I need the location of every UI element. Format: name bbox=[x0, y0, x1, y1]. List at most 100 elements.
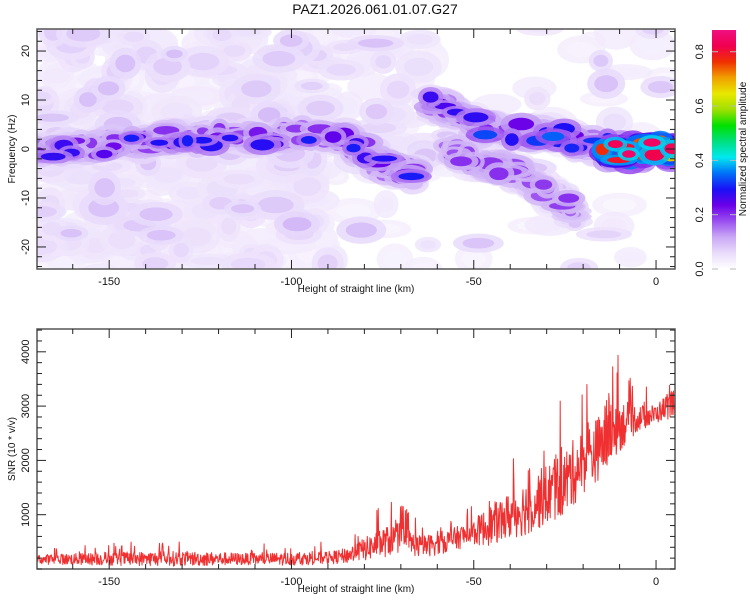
spectrogram-cell bbox=[375, 55, 392, 69]
spectrogram-ylabel: Frequency (Hz) bbox=[7, 115, 18, 184]
spectrogram-cell bbox=[541, 131, 565, 141]
spectrogram-cell bbox=[461, 250, 486, 268]
spectrogram-cell bbox=[223, 45, 246, 57]
spectrogram-ytick-label: 10 bbox=[20, 94, 32, 106]
snr-ytick-label: 4000 bbox=[20, 340, 32, 364]
spectrogram-cell bbox=[410, 262, 436, 269]
snr-frame bbox=[36, 328, 676, 570]
spectrogram-cell bbox=[622, 150, 636, 158]
spectrogram-ytick-label: 20 bbox=[20, 45, 32, 57]
spectrogram-cell bbox=[37, 91, 52, 102]
snr-ytick-label: 1000 bbox=[20, 502, 32, 526]
spectrogram-cell bbox=[594, 75, 619, 93]
spectrogram-cell bbox=[123, 31, 145, 42]
spectrogram-ytick-label: -10 bbox=[20, 190, 32, 206]
snr-xtick-label: 0 bbox=[653, 576, 659, 588]
spectrogram-cell bbox=[176, 186, 203, 200]
spectrogram-cell bbox=[383, 250, 407, 269]
spectrogram-cell bbox=[123, 134, 140, 142]
snr-axes: -150 -100 -50 0 1000 2000 3000 4000 bbox=[20, 328, 676, 588]
spectrogram-cell bbox=[37, 206, 57, 218]
spectrogram-cell bbox=[558, 193, 580, 203]
spectrogram-cell bbox=[139, 207, 173, 222]
spectrogram-cell bbox=[60, 228, 82, 238]
spectrogram-cell bbox=[620, 251, 641, 263]
spectrogram-cell bbox=[644, 149, 665, 161]
spectrogram-cell bbox=[398, 172, 425, 181]
spectrogram-cell bbox=[231, 204, 255, 214]
spectrogram-cell bbox=[300, 81, 323, 91]
spectrogram-cell bbox=[365, 103, 388, 120]
snr-ytick-label: 2000 bbox=[20, 448, 32, 472]
spectrogram-cell bbox=[66, 29, 101, 42]
colorbar-tick-label: 0.4 bbox=[694, 153, 706, 168]
spectrogram-cell bbox=[340, 29, 369, 35]
spectrogram-cell bbox=[419, 240, 437, 249]
spectrogram-cell bbox=[146, 229, 176, 241]
spectrogram-cell bbox=[186, 52, 220, 71]
spectrogram-cell bbox=[37, 237, 58, 256]
spectrogram-cell bbox=[94, 178, 115, 198]
spectrogram-cell bbox=[300, 136, 317, 144]
spectrogram-cell bbox=[647, 80, 674, 94]
spectrogram-cell bbox=[97, 81, 120, 96]
spectrogram-cell bbox=[481, 98, 513, 111]
spectrogram-cell bbox=[473, 130, 498, 140]
snr-series-line bbox=[37, 354, 675, 567]
spectrogram-ytick-label: 0 bbox=[20, 146, 32, 152]
spectrogram-cell bbox=[221, 134, 239, 142]
spectrogram-cell bbox=[223, 173, 255, 185]
snr-xlabel: Height of straight line (km) bbox=[298, 584, 415, 595]
figure-title: PAZ1.2026.061.01.07.G27 bbox=[292, 1, 458, 17]
spectrogram-cell bbox=[89, 266, 111, 269]
spectrogram-cell bbox=[37, 113, 69, 122]
spectrogram-cell bbox=[190, 256, 227, 266]
spectrogram-xlabel: Height of straight line (km) bbox=[298, 284, 415, 295]
snr-xtick-label: -100 bbox=[280, 576, 302, 588]
colorbar-tick-label: 0.0 bbox=[694, 261, 706, 276]
spectrogram-cell bbox=[326, 63, 356, 76]
spectrogram-cell bbox=[153, 125, 180, 135]
snr-panel: -150 -100 -50 0 1000 2000 3000 4000 Height of s… bbox=[7, 328, 676, 595]
spectrogram-cell bbox=[47, 71, 65, 81]
spectrogram-cell bbox=[525, 29, 555, 33]
spectrogram-cell bbox=[212, 29, 232, 42]
spectrogram-cell bbox=[142, 257, 169, 269]
spectrogram-cell bbox=[602, 113, 627, 131]
spectrogram-cell bbox=[181, 135, 194, 147]
spectrogram-cell bbox=[566, 41, 597, 58]
spectrogram-cell bbox=[40, 152, 66, 161]
spectrogram-cell bbox=[357, 38, 394, 48]
spectrogram-cell bbox=[403, 57, 434, 77]
spectrogram-xtick-label: -50 bbox=[466, 276, 482, 288]
spectrogram-cell bbox=[607, 140, 623, 149]
spectrogram-cell bbox=[489, 167, 509, 181]
spectrogram-cell bbox=[529, 91, 546, 106]
spectrogram-cell bbox=[406, 33, 433, 45]
spectrogram-cell bbox=[345, 222, 377, 238]
spectrogram-cell bbox=[282, 217, 312, 232]
spectrogram-cell bbox=[173, 242, 189, 258]
spectrogram-cell bbox=[462, 237, 495, 249]
spectrogram-cell bbox=[153, 57, 182, 76]
snr-xtick-label: -50 bbox=[466, 576, 482, 588]
spectrogram-cell bbox=[643, 138, 661, 147]
spectrogram-cell bbox=[317, 254, 338, 269]
spectrogram-cell bbox=[378, 196, 394, 213]
spectrogram-cell bbox=[642, 29, 664, 35]
spectrogram-cell bbox=[601, 29, 630, 43]
spectrogram-xtick-label: 0 bbox=[653, 276, 659, 288]
colorbar-axis: 0.0 0.2 0.4 0.6 0.8 bbox=[694, 44, 736, 277]
spectrogram-cell bbox=[150, 139, 169, 146]
spectrogram-cell bbox=[257, 196, 294, 214]
spectrogram-cell bbox=[586, 230, 622, 239]
colorbar-tick-label: 0.2 bbox=[694, 207, 706, 222]
spectrogram-cell bbox=[450, 156, 472, 167]
spectrogram-cell bbox=[360, 122, 397, 134]
spectrogram-cells bbox=[37, 29, 675, 269]
spectrogram-cell bbox=[593, 54, 609, 67]
snr-ytick-label: 3000 bbox=[20, 394, 32, 418]
